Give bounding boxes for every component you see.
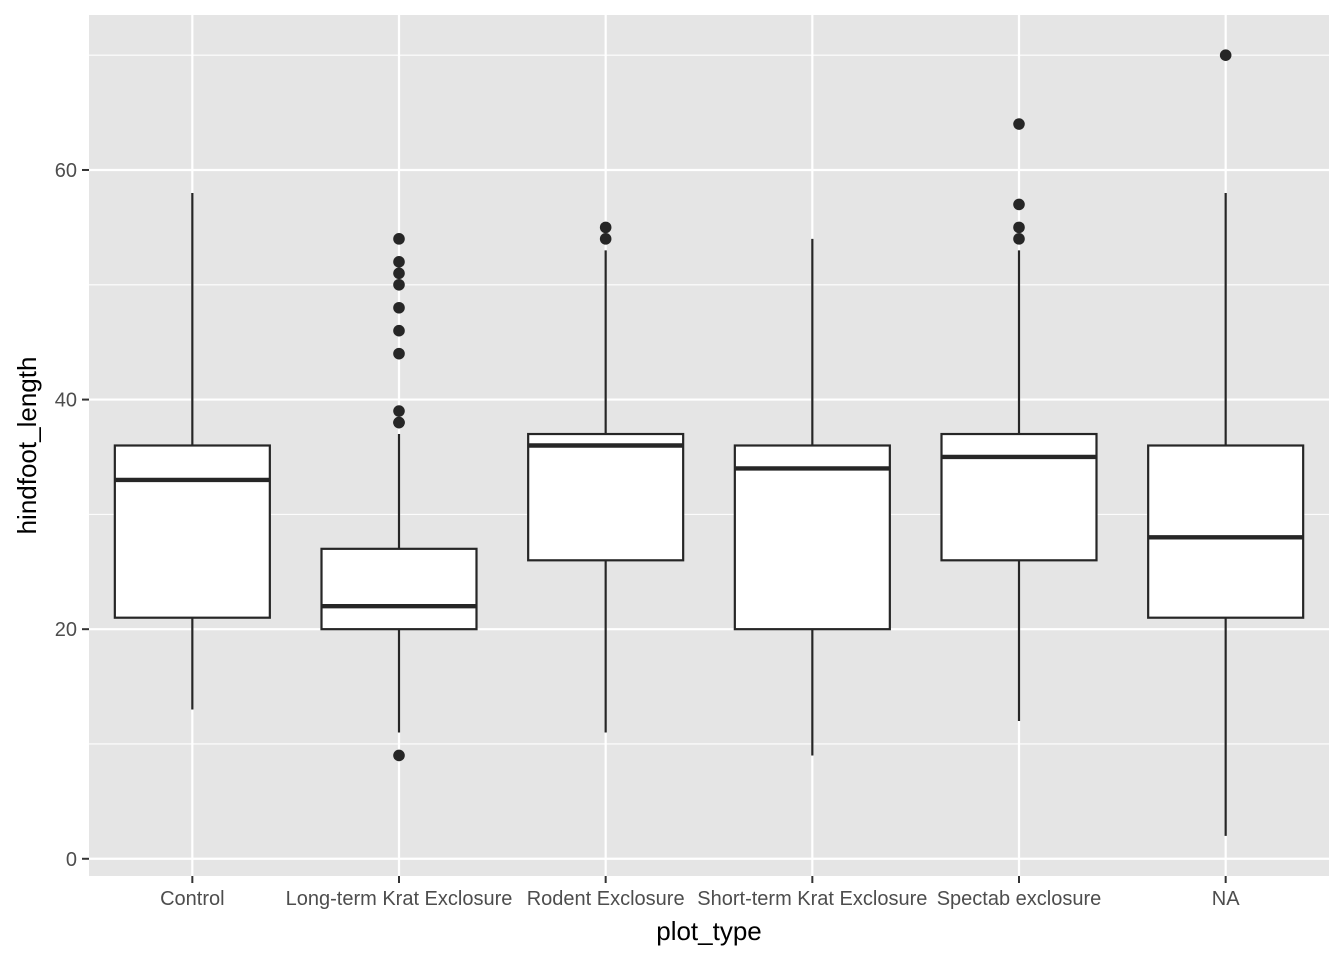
minor-gridlines [89,54,1329,745]
outlier-point [599,221,612,234]
y-tick-label: 40 [55,390,77,412]
y-tick-label: 60 [55,160,77,182]
outlier-point [393,347,405,360]
y-axis-title: hindfoot_length [12,357,42,535]
outlier-point [599,233,612,245]
outlier-point [393,256,405,268]
outlier-point [393,267,405,280]
outlier-point [1013,233,1025,245]
box-iqr [113,444,271,619]
x-tick-label: NA [1212,888,1240,910]
outlier-point [393,416,405,429]
x-tick-label: Long-term Krat Exclosure [286,888,513,910]
outlier-point [1219,49,1232,61]
box-iqr [1147,444,1305,619]
box-iqr [940,432,1098,562]
box-iqr [320,547,478,631]
x-axis-title: plot_type [656,916,762,946]
x-tick-label: Spectab exclosure [937,888,1102,910]
outlier-point [393,278,405,291]
box-iqr [527,432,685,562]
outlier-point [393,405,405,417]
box-iqr [733,444,891,631]
outlier-point [1013,198,1025,211]
outlier-point [393,233,405,245]
box-rodent-exclosure [527,221,685,733]
box-na [1147,49,1305,836]
y-tick-label: 20 [55,619,77,641]
box-short-term-krat-exclosure [733,238,891,756]
box-long-term-krat-exclosure [320,233,478,762]
box-series [113,49,1305,836]
x-axis: Control Long-term Krat Exclosure Rodent Ex… [160,876,1240,910]
plot-panel [89,15,1329,876]
outlier-point [1013,221,1025,234]
x-tick-label: Rodent Exclosure [527,888,685,910]
box-control [113,192,271,710]
outlier-point [1013,118,1025,130]
y-axis: 0 20 40 60 [55,160,89,871]
outlier-point [393,749,405,762]
box-spectab-exclosure [940,118,1098,722]
outlier-point [393,301,405,314]
x-tick-label: Short-term Krat Exclosure [697,888,927,910]
x-tick-label: Control [160,888,224,910]
outlier-point [393,324,405,337]
y-tick-label: 0 [66,849,77,871]
